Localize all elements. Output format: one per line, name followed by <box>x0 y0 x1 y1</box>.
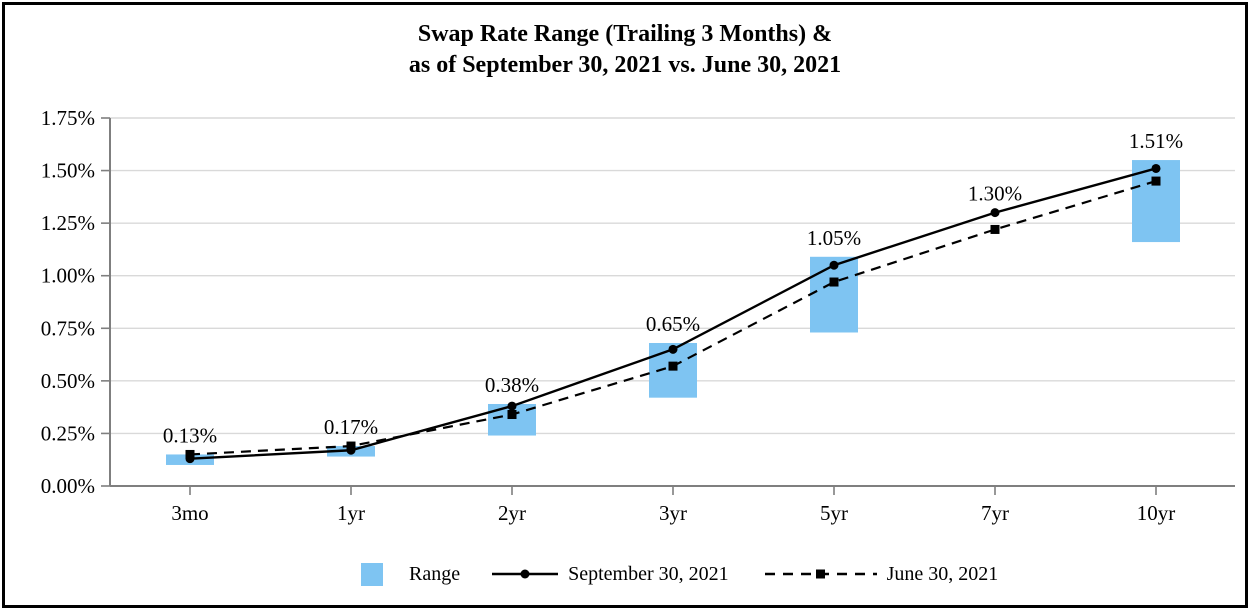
x-tick-label: 3yr <box>659 501 687 525</box>
y-tick-label: 0.50% <box>41 369 95 393</box>
x-tick-label: 1yr <box>337 501 365 525</box>
september-marker <box>668 344 678 354</box>
september-marker <box>507 401 517 411</box>
y-tick-label: 1.25% <box>41 211 95 235</box>
y-tick-label: 1.75% <box>41 106 95 130</box>
legend-item-range: Range <box>361 562 461 586</box>
chart-title-line2: as of September 30, 2021 vs. June 30, 20… <box>408 52 842 78</box>
chart-title: Swap Rate Range (Trailing 3 Months) & as… <box>5 19 1245 81</box>
legend-label-range: Range <box>409 562 461 585</box>
y-tick-label: 0.25% <box>41 421 95 445</box>
legend-item-september: September 30, 2021 <box>492 563 729 586</box>
y-tick-label: 1.50% <box>41 159 95 183</box>
june-marker <box>1151 176 1161 186</box>
legend-label-june: June 30, 2021 <box>886 562 999 585</box>
chart-title-line1: Swap Rate Range (Trailing 3 Months) & <box>417 21 833 47</box>
september-marker <box>990 208 1000 218</box>
range-swatch-icon <box>361 562 383 586</box>
y-tick-label: 1.00% <box>41 264 95 288</box>
data-label: 1.51% <box>1129 129 1183 153</box>
june-marker <box>668 361 678 371</box>
legend-label-september: September 30, 2021 <box>568 562 729 585</box>
data-label: 1.30% <box>968 182 1022 206</box>
june-marker <box>507 410 517 420</box>
september-line-sample-icon <box>492 569 559 579</box>
june-marker <box>990 224 1000 234</box>
x-tick-label: 5yr <box>820 501 848 525</box>
x-tick-label: 2yr <box>498 501 526 525</box>
data-label: 1.05% <box>807 226 861 250</box>
legend: Range September 30, 2021 June 30, 2021 <box>361 557 998 591</box>
x-tick-label: 3mo <box>171 501 208 525</box>
june-line-sample-icon <box>764 569 877 579</box>
data-label: 0.65% <box>646 312 700 336</box>
june-marker <box>829 277 839 287</box>
data-label: 0.38% <box>485 373 539 397</box>
september-marker <box>829 260 839 270</box>
x-tick-label: 10yr <box>1137 501 1176 525</box>
data-label: 0.13% <box>163 423 217 447</box>
september-marker <box>1151 163 1161 173</box>
plot-area: 1.75% 1.50% 1.25% 1.00% 0.75% 0.50% 0.25% 0.00%… <box>41 106 1235 525</box>
legend-item-june: June 30, 2021 <box>764 562 999 586</box>
x-tick-label: 7yr <box>981 501 1009 525</box>
data-label: 0.17% <box>324 415 378 439</box>
y-tick-label: 0.75% <box>41 316 95 340</box>
y-tick-label: 0.00% <box>41 474 95 498</box>
september-marker <box>185 454 195 464</box>
september-marker <box>346 445 356 455</box>
